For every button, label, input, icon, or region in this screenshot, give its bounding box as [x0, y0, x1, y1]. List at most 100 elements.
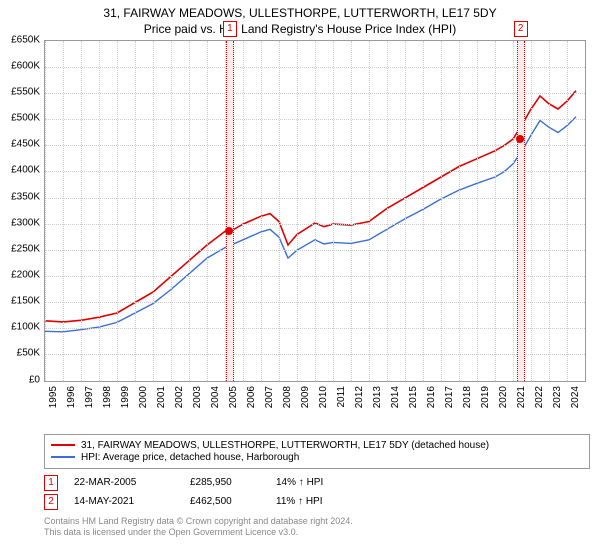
x-axis-label: 2010	[318, 386, 329, 408]
x-axis-label: 2016	[426, 386, 437, 408]
x-gridline	[45, 41, 46, 381]
x-gridline	[531, 41, 532, 381]
x-gridline	[207, 41, 208, 381]
footer-line: This data is licensed under the Open Gov…	[44, 527, 590, 539]
x-gridline	[477, 41, 478, 381]
chart-area: 12 £0£50K£100K£150K£200K£250K£300K£350K£…	[44, 40, 590, 410]
event-price: £285,950	[190, 477, 260, 488]
y-axis-label: £550K	[2, 86, 40, 97]
x-gridline	[567, 41, 568, 381]
x-axis-label: 2006	[246, 386, 257, 408]
x-gridline	[63, 41, 64, 381]
x-gridline	[405, 41, 406, 381]
event-marker-number: 1	[223, 21, 237, 37]
legend-swatch	[51, 456, 75, 458]
x-gridline	[315, 41, 316, 381]
y-axis-label: £300K	[2, 217, 40, 228]
y-axis-label: £50K	[2, 348, 40, 359]
event-marker-band	[517, 41, 525, 381]
event-date: 22-MAR-2005	[74, 477, 174, 488]
legend-swatch	[51, 444, 75, 446]
x-axis-label: 2009	[300, 386, 311, 408]
x-axis-label: 2002	[174, 386, 185, 408]
x-axis-label: 1999	[120, 386, 131, 408]
x-gridline	[351, 41, 352, 381]
x-axis-label: 2021	[516, 386, 527, 408]
x-axis-label: 2012	[354, 386, 365, 408]
y-axis-label: £100K	[2, 322, 40, 333]
event-delta: 11% ↑ HPI	[276, 496, 323, 507]
x-gridline	[369, 41, 370, 381]
legend-item: 31, FAIRWAY MEADOWS, ULLESTHORPE, LUTTER…	[51, 440, 583, 451]
x-gridline	[99, 41, 100, 381]
x-gridline	[153, 41, 154, 381]
x-axis-label: 2004	[210, 386, 221, 408]
x-gridline	[333, 41, 334, 381]
x-gridline	[261, 41, 262, 381]
x-gridline	[135, 41, 136, 381]
y-axis-label: £650K	[2, 34, 40, 45]
event-number: 1	[44, 475, 58, 491]
event-marker-band	[226, 41, 234, 381]
y-axis-label: £0	[2, 374, 40, 385]
x-axis-label: 2023	[552, 386, 563, 408]
x-gridline	[81, 41, 82, 381]
x-axis-label: 2014	[390, 386, 401, 408]
x-axis-label: 2017	[444, 386, 455, 408]
x-gridline	[513, 41, 514, 381]
x-axis-label: 2019	[480, 386, 491, 408]
chart-subtitle: Price paid vs. HM Land Registry's House …	[0, 22, 600, 36]
x-axis-label: 1998	[102, 386, 113, 408]
x-gridline	[387, 41, 388, 381]
x-gridline	[243, 41, 244, 381]
y-axis-label: £500K	[2, 113, 40, 124]
footer-attribution: Contains HM Land Registry data © Crown c…	[44, 516, 590, 539]
x-gridline	[171, 41, 172, 381]
x-axis-label: 2018	[462, 386, 473, 408]
x-axis-label: 2000	[138, 386, 149, 408]
x-gridline	[279, 41, 280, 381]
y-axis-label: £600K	[2, 60, 40, 71]
x-axis-label: 2020	[498, 386, 509, 408]
x-axis-label: 2001	[156, 386, 167, 408]
x-axis-label: 2022	[534, 386, 545, 408]
legend-label: HPI: Average price, detached house, Harb…	[81, 452, 299, 463]
y-axis-label: £200K	[2, 269, 40, 280]
series-line-price_paid	[45, 90, 576, 321]
x-gridline	[549, 41, 550, 381]
x-axis-label: 2011	[336, 386, 347, 408]
x-axis-label: 2013	[372, 386, 383, 408]
event-marker-dot	[516, 135, 524, 143]
legend-item: HPI: Average price, detached house, Harb…	[51, 452, 583, 463]
event-list: 1 22-MAR-2005 £285,950 14% ↑ HPI 2 14-MAY-202…	[44, 475, 590, 510]
y-axis-label: £350K	[2, 191, 40, 202]
event-delta: 14% ↑ HPI	[276, 477, 323, 488]
y-axis-label: £150K	[2, 296, 40, 307]
x-axis-label: 1997	[84, 386, 95, 408]
event-row: 1 22-MAR-2005 £285,950 14% ↑ HPI	[44, 475, 590, 491]
x-axis-label: 2007	[264, 386, 275, 408]
event-row: 2 14-MAY-2021 £462,500 11% ↑ HPI	[44, 494, 590, 510]
y-axis-label: £450K	[2, 139, 40, 150]
legend-label: 31, FAIRWAY MEADOWS, ULLESTHORPE, LUTTER…	[81, 440, 489, 451]
x-axis-label: 1996	[66, 386, 77, 408]
plot-region: 12	[44, 40, 586, 382]
x-axis-label: 2003	[192, 386, 203, 408]
x-gridline	[297, 41, 298, 381]
y-axis-label: £250K	[2, 243, 40, 254]
event-date: 14-MAY-2021	[74, 496, 174, 507]
event-marker-dot	[225, 227, 233, 235]
x-gridline	[423, 41, 424, 381]
event-number: 2	[44, 494, 58, 510]
chart-container: 31, FAIRWAY MEADOWS, ULLESTHORPE, LUTTER…	[0, 0, 600, 560]
y-axis-label: £400K	[2, 165, 40, 176]
x-gridline	[189, 41, 190, 381]
x-axis-label: 1995	[48, 386, 59, 408]
chart-title: 31, FAIRWAY MEADOWS, ULLESTHORPE, LUTTER…	[0, 0, 600, 22]
event-price: £462,500	[190, 496, 260, 507]
footer-line: Contains HM Land Registry data © Crown c…	[44, 516, 590, 528]
x-axis-label: 2005	[228, 386, 239, 408]
legend: 31, FAIRWAY MEADOWS, ULLESTHORPE, LUTTER…	[44, 434, 590, 469]
event-marker-number: 2	[514, 21, 528, 37]
x-gridline	[117, 41, 118, 381]
